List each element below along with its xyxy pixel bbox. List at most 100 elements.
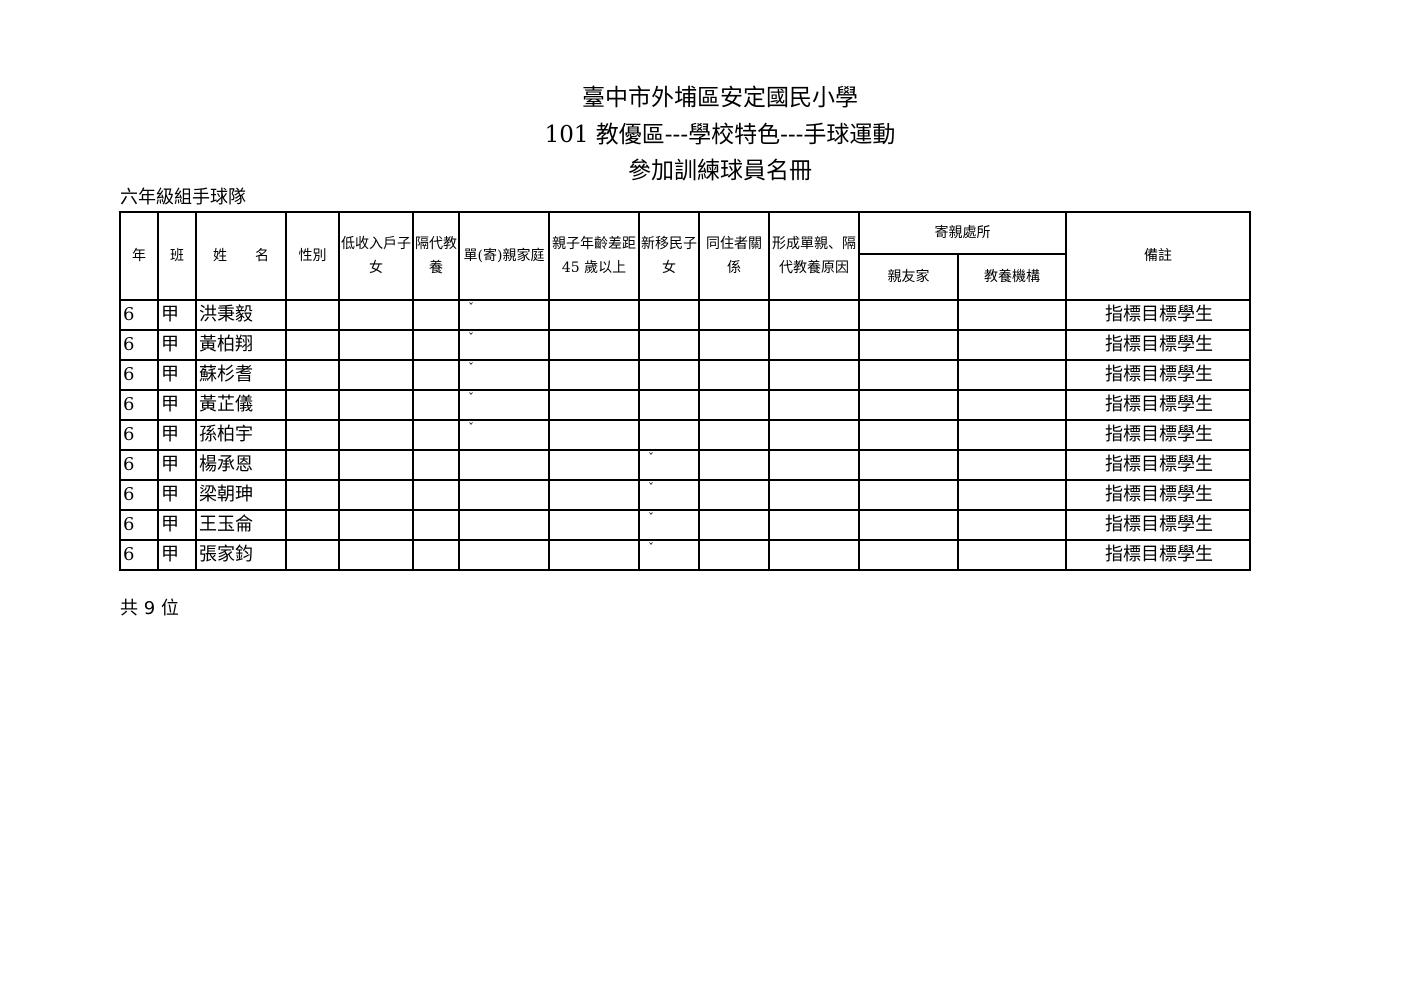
cell-age-gap [548, 539, 640, 571]
cell-class: 甲 [157, 449, 197, 481]
cell-foster-institution [957, 509, 1067, 541]
cell-single-parent: ˇ [458, 419, 550, 451]
cell-reason [768, 509, 860, 541]
cell-name: 張家鈞 [195, 539, 287, 571]
cell-low-income [338, 419, 414, 451]
cell-low-income [338, 299, 414, 331]
cell-foster-institution [957, 539, 1067, 571]
cell-grandparent [412, 539, 460, 571]
cell-cohabitant [698, 509, 770, 541]
table-row: 6 甲黃柏翔 ˇ 指標目標學生 [119, 329, 1251, 361]
cell-foster-relatives [858, 449, 959, 481]
cell-foster-relatives [858, 539, 959, 571]
cell-gender [285, 329, 340, 361]
cell-single-parent: ˇ [458, 329, 550, 361]
cell-reason [768, 419, 860, 451]
table-row: 6 甲張家鈞 ˇ 指標目標學生 [119, 539, 1251, 571]
program-title: 101 教優區---學校特色---手球運動 [544, 122, 896, 148]
cell-foster-institution [957, 419, 1067, 451]
cell-reason [768, 299, 860, 331]
cell-new-immigrant [638, 359, 700, 391]
cell-cohabitant [698, 329, 770, 361]
header-foster-institution: 教養機構 [957, 253, 1067, 301]
cell-single-parent [458, 479, 550, 511]
cell-cohabitant [698, 479, 770, 511]
cell-cohabitant [698, 419, 770, 451]
cell-gender [285, 479, 340, 511]
cell-low-income [338, 389, 414, 421]
cell-new-immigrant [638, 419, 700, 451]
cell-reason [768, 539, 860, 571]
cell-grandparent [412, 359, 460, 391]
cell-class: 甲 [157, 299, 197, 331]
cell-gender [285, 389, 340, 421]
header-low-income: 低收入戶子女 [338, 211, 414, 301]
cell-name: 黃柏翔 [195, 329, 287, 361]
cell-age-gap [548, 479, 640, 511]
cell-reason [768, 479, 860, 511]
cell-reason [768, 359, 860, 391]
cell-class: 甲 [157, 509, 197, 541]
cell-class: 甲 [157, 539, 197, 571]
cell-low-income [338, 539, 414, 571]
cell-gender [285, 509, 340, 541]
cell-gender [285, 539, 340, 571]
cell-class: 甲 [157, 479, 197, 511]
header-cohabitant: 同住者關係 [698, 211, 770, 301]
cell-grandparent [412, 509, 460, 541]
header-new-immigrant: 新移民子女 [638, 211, 700, 301]
cell-name: 楊承恩 [195, 449, 287, 481]
header-grade: 年 [119, 211, 159, 301]
table-row: 6 甲黃芷儀 ˇ 指標目標學生 [119, 389, 1251, 421]
cell-grade: 6 [119, 539, 159, 571]
cell-single-parent: ˇ [458, 359, 550, 391]
cell-age-gap [548, 389, 640, 421]
cell-foster-relatives [858, 419, 959, 451]
table-row: 6 甲孫柏宇 ˇ 指標目標學生 [119, 419, 1251, 451]
header-grandparent: 隔代教養 [412, 211, 460, 301]
table-row: 6 甲蘇杉耆 ˇ 指標目標學生 [119, 359, 1251, 391]
cell-foster-institution [957, 329, 1067, 361]
cell-cohabitant [698, 299, 770, 331]
cell-foster-relatives [858, 509, 959, 541]
cell-foster-institution [957, 389, 1067, 421]
cell-remarks: 指標目標學生 [1065, 509, 1251, 541]
cell-cohabitant [698, 539, 770, 571]
cell-reason [768, 329, 860, 361]
cell-age-gap [548, 299, 640, 331]
cell-grandparent [412, 419, 460, 451]
cell-remarks: 指標目標學生 [1065, 419, 1251, 451]
table-row: 6 甲王玉侖 ˇ 指標目標學生 [119, 509, 1251, 541]
cell-name: 洪秉毅 [195, 299, 287, 331]
cell-age-gap [548, 449, 640, 481]
cell-class: 甲 [157, 389, 197, 421]
cell-low-income [338, 479, 414, 511]
cell-age-gap [548, 359, 640, 391]
cell-foster-relatives [858, 479, 959, 511]
header-remarks: 備註 [1065, 211, 1251, 301]
header-gender: 性別 [285, 211, 340, 301]
cell-name: 梁朝珅 [195, 479, 287, 511]
cell-remarks: 指標目標學生 [1065, 479, 1251, 511]
cell-grandparent [412, 299, 460, 331]
cell-name: 孫柏宇 [195, 419, 287, 451]
cell-single-parent [458, 449, 550, 481]
cell-class: 甲 [157, 359, 197, 391]
table-row: 6 甲洪秉毅 ˇ 指標目標學生 [119, 299, 1251, 331]
roster-title: 參加訓練球員名冊 [628, 158, 812, 184]
cell-single-parent [458, 509, 550, 541]
cell-new-immigrant: ˇ [638, 479, 700, 511]
cell-remarks: 指標目標學生 [1065, 539, 1251, 571]
cell-age-gap [548, 419, 640, 451]
cell-grade: 6 [119, 509, 159, 541]
cell-grade: 6 [119, 299, 159, 331]
header-name: 姓 名 [195, 211, 287, 301]
cell-remarks: 指標目標學生 [1065, 329, 1251, 361]
cell-class: 甲 [157, 329, 197, 361]
cell-grandparent [412, 389, 460, 421]
cell-foster-institution [957, 479, 1067, 511]
cell-foster-relatives [858, 329, 959, 361]
header-foster-relatives: 親友家 [858, 253, 959, 301]
header-single-parent: 單(寄)親家庭 [458, 211, 550, 301]
cell-cohabitant [698, 389, 770, 421]
